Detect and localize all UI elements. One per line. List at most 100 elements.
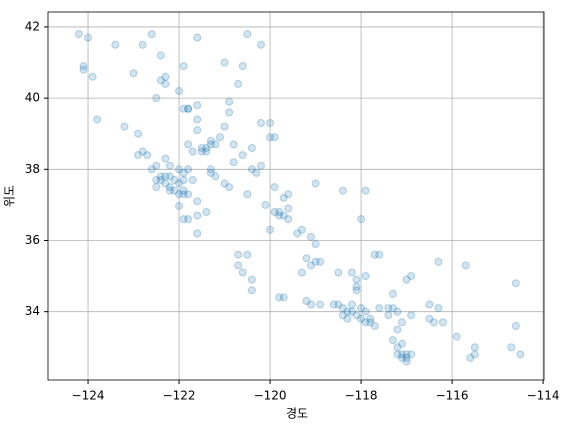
point bbox=[384, 311, 393, 320]
point bbox=[393, 307, 402, 316]
point bbox=[220, 122, 229, 131]
point bbox=[429, 318, 438, 327]
point bbox=[202, 143, 211, 152]
point bbox=[343, 314, 352, 323]
point bbox=[270, 183, 279, 192]
point bbox=[234, 261, 243, 270]
point bbox=[511, 321, 520, 330]
point bbox=[297, 225, 306, 234]
point bbox=[175, 179, 184, 188]
point bbox=[184, 190, 193, 199]
point bbox=[202, 147, 211, 156]
point bbox=[398, 353, 407, 362]
point bbox=[206, 136, 215, 145]
point bbox=[388, 304, 397, 313]
point bbox=[202, 208, 211, 217]
point bbox=[193, 229, 202, 238]
point bbox=[361, 318, 370, 327]
point bbox=[184, 104, 193, 113]
y-tick-label: 42 bbox=[25, 19, 40, 33]
point bbox=[302, 296, 311, 305]
point bbox=[311, 179, 320, 188]
point bbox=[247, 275, 256, 284]
point bbox=[156, 172, 165, 181]
point bbox=[393, 343, 402, 352]
point bbox=[507, 343, 516, 352]
point bbox=[334, 268, 343, 277]
point bbox=[220, 58, 229, 67]
point bbox=[134, 151, 143, 160]
point bbox=[206, 168, 215, 177]
point bbox=[275, 293, 284, 302]
point bbox=[152, 94, 161, 103]
point bbox=[184, 140, 193, 149]
point bbox=[366, 314, 375, 323]
point bbox=[197, 143, 206, 152]
point bbox=[302, 254, 311, 263]
point bbox=[175, 190, 184, 199]
point bbox=[179, 168, 188, 177]
point bbox=[393, 350, 402, 359]
point bbox=[206, 165, 215, 174]
point bbox=[161, 154, 170, 163]
point bbox=[357, 314, 366, 323]
point bbox=[311, 240, 320, 249]
point bbox=[425, 314, 434, 323]
point bbox=[434, 304, 443, 313]
point bbox=[79, 62, 88, 71]
grid bbox=[48, 12, 544, 380]
point bbox=[161, 72, 170, 81]
point bbox=[375, 304, 384, 313]
point bbox=[398, 318, 407, 327]
x-tick-label: −120 bbox=[254, 389, 287, 403]
x-tick-label: −124 bbox=[72, 389, 105, 403]
point bbox=[165, 183, 174, 192]
point bbox=[238, 62, 247, 71]
y-tick-label: 34 bbox=[25, 304, 40, 318]
point bbox=[84, 33, 93, 42]
point bbox=[316, 257, 325, 266]
point bbox=[307, 261, 316, 270]
point bbox=[161, 172, 170, 181]
x-tick-label: −116 bbox=[436, 389, 469, 403]
point bbox=[452, 332, 461, 341]
point bbox=[316, 300, 325, 309]
point bbox=[179, 175, 188, 184]
point bbox=[216, 133, 225, 142]
point bbox=[211, 172, 220, 181]
point bbox=[352, 275, 361, 284]
y-tick-label: 38 bbox=[25, 162, 40, 176]
point bbox=[184, 104, 193, 113]
point bbox=[147, 30, 156, 39]
point bbox=[225, 97, 234, 106]
point bbox=[307, 300, 316, 309]
point bbox=[74, 30, 83, 39]
point bbox=[184, 165, 193, 174]
point bbox=[156, 175, 165, 184]
point bbox=[175, 87, 184, 96]
point bbox=[197, 147, 206, 156]
point bbox=[466, 353, 475, 362]
point bbox=[361, 186, 370, 195]
point bbox=[243, 250, 252, 259]
point bbox=[229, 158, 238, 167]
point bbox=[461, 261, 470, 270]
point bbox=[370, 321, 379, 330]
point bbox=[284, 215, 293, 224]
point bbox=[152, 161, 161, 170]
point bbox=[161, 79, 170, 88]
point bbox=[261, 200, 270, 209]
point bbox=[134, 129, 143, 138]
point bbox=[279, 293, 288, 302]
point bbox=[175, 165, 184, 174]
point bbox=[179, 62, 188, 71]
point bbox=[138, 40, 147, 49]
point bbox=[88, 72, 97, 81]
point bbox=[438, 318, 447, 327]
point bbox=[193, 197, 202, 206]
y-axis-label: 위도 bbox=[3, 185, 17, 207]
point bbox=[193, 33, 202, 42]
point bbox=[161, 179, 170, 188]
point bbox=[338, 186, 347, 195]
